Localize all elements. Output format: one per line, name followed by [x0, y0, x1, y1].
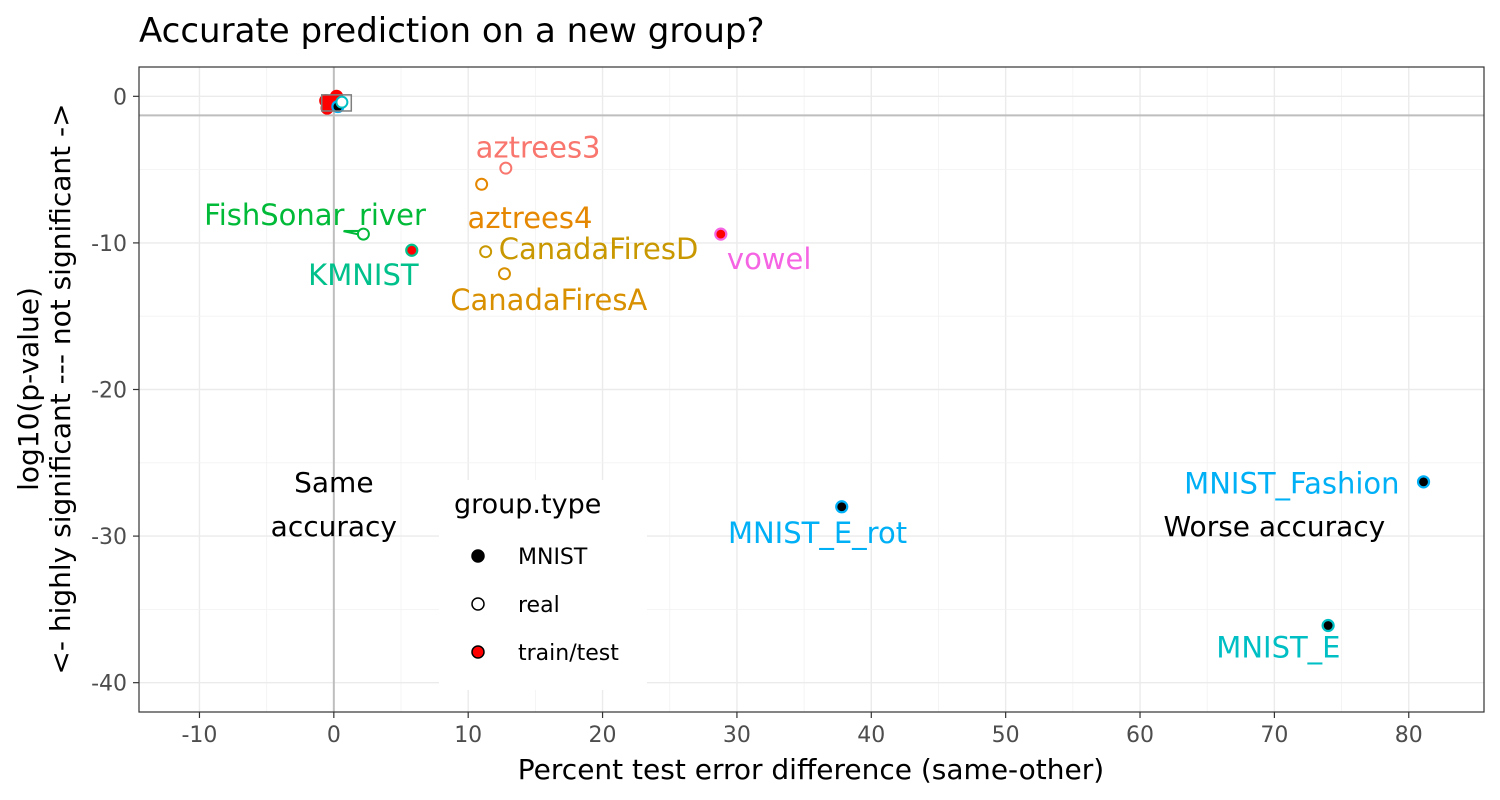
y-tick-label: 0: [113, 85, 127, 110]
y-axis-title-line2: <- highly significant --- not significan…: [44, 103, 77, 674]
reference-lines: [139, 67, 1484, 712]
x-tick-label: 30: [723, 723, 751, 748]
x-tick-label: 40: [857, 723, 885, 748]
chart-title: Accurate prediction on a new group?: [139, 11, 765, 51]
y-tick-label: -10: [91, 232, 127, 257]
point-vowel: [714, 227, 728, 241]
annotations: Same accuracy Worse accuracy: [271, 466, 1386, 543]
point-aztrees4: [475, 177, 489, 191]
point-fishsonar-river: [356, 227, 370, 241]
point-label-aztrees4: aztrees4: [468, 201, 593, 235]
point-mnist-e-rot: [835, 500, 849, 514]
point-label-canadafiresd: CanadaFiresD: [499, 232, 699, 266]
x-tick-label: 80: [1395, 723, 1423, 748]
y-tick-label: -20: [91, 379, 127, 404]
legend-key-train-test: [471, 645, 485, 659]
legend: group.type MNIST real train/test: [439, 480, 647, 690]
point-label-kmnist: KMNIST: [308, 258, 419, 292]
point-aztrees3: [499, 161, 513, 175]
point-mnist-fashion: [1416, 475, 1431, 489]
legend-key-real: [471, 597, 485, 611]
point-label-aztrees3: aztrees3: [476, 131, 601, 165]
point-label-mnist-e-rot: MNIST_E_rot: [728, 516, 907, 550]
point-label-fishsonar-river: FishSonar_river: [204, 198, 426, 232]
x-tick-label: 20: [589, 723, 617, 748]
point-label-canadafiresa: CanadaFiresA: [450, 283, 647, 317]
leader-line-fishsonar-river: [343, 230, 358, 236]
legend-key-mnist: [471, 549, 485, 563]
y-tick-label: -40: [91, 672, 127, 697]
x-tick-label: 60: [1126, 723, 1154, 748]
y-axis-title-line1: log10(p-value): [12, 287, 45, 491]
annotation-worse-accuracy: Worse accuracy: [1164, 510, 1386, 543]
cluster-point: [335, 95, 349, 109]
axis-ticks: -10 0 10 20 30 40 50 60 70 80 0 -10 -20 -30 -40: [91, 85, 1423, 748]
x-tick-label: 0: [327, 723, 341, 748]
legend-label-real: real: [518, 593, 560, 618]
point-labels: aztrees3 aztrees4 FishSonar_river KMNIST Can…: [204, 131, 1399, 665]
annotation-same: Same: [294, 466, 373, 499]
cluster-label-box: [320, 94, 353, 112]
legend-label-mnist: MNIST: [518, 545, 588, 570]
data-points: [319, 89, 1431, 633]
x-tick-label: 50: [992, 723, 1020, 748]
legend-label-train-test: train/test: [518, 641, 619, 666]
point-canadafiresa: [497, 267, 511, 281]
annotation-accuracy: accuracy: [271, 510, 397, 543]
point-label-mnist-fashion: MNIST_Fashion: [1184, 466, 1399, 500]
x-axis-title: Percent test error difference (same-othe…: [518, 753, 1104, 786]
point-label-mnist-e: MNIST_E: [1216, 631, 1340, 665]
x-tick-label: 10: [454, 723, 482, 748]
legend-title: group.type: [454, 489, 601, 520]
point-kmnist: [405, 243, 419, 257]
y-tick-label: -30: [91, 525, 127, 550]
point-label-vowel: vowel: [727, 242, 812, 276]
x-tick-label: -10: [181, 723, 217, 748]
point-canadafiresd: [479, 245, 493, 259]
x-tick-label: 70: [1260, 723, 1288, 748]
point-mnist-e: [1321, 618, 1335, 633]
